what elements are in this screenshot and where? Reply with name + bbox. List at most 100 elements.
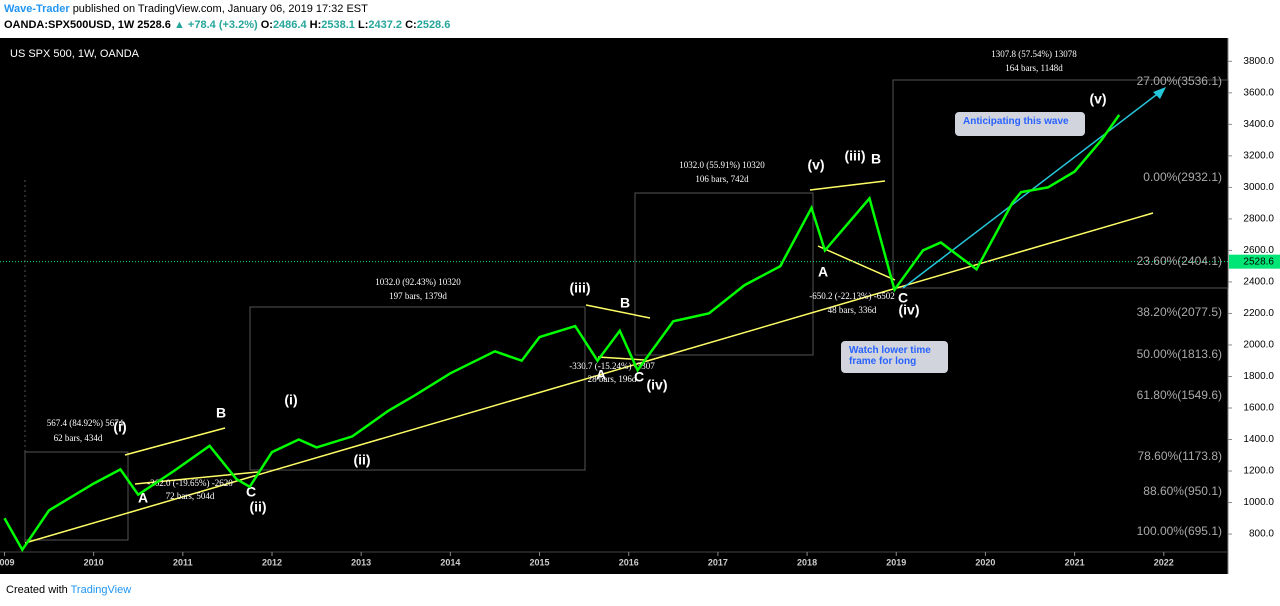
x-tick-label: 2016	[619, 557, 639, 567]
wave-label: C	[246, 484, 256, 500]
ohlc-label: C:	[405, 19, 417, 31]
wave-label: (i)	[113, 419, 126, 435]
wave-label: (iii)	[570, 280, 591, 296]
author[interactable]: Wave-Trader	[4, 3, 70, 15]
measure-box	[892, 79, 1229, 289]
ohlc-value: 2437.2	[368, 19, 403, 31]
y-tick-label: 1800.0	[1243, 371, 1274, 382]
trendline	[24, 212, 1154, 544]
y-tick-label: 1600.0	[1243, 403, 1274, 414]
measure-label: 1307.8 (57.54%) 13078	[991, 49, 1077, 59]
x-tick-label: 2015	[530, 557, 550, 567]
y-tick-label: 3200.0	[1243, 151, 1274, 162]
trendline	[585, 304, 651, 319]
x-tick-label: 2017	[708, 557, 728, 567]
measure-label: 106 bars, 742d	[695, 174, 749, 184]
measure-label: 62 bars, 434d	[54, 433, 103, 443]
trendline	[809, 180, 886, 191]
wave-label: A	[596, 367, 606, 383]
x-tick-label: 2020	[975, 557, 995, 567]
x-tick-label: 2010	[84, 557, 104, 567]
measure-label: -330.7 (-15.24%) -3307	[569, 361, 655, 371]
x-tick-label: 2009	[0, 557, 14, 567]
wave-label: B	[216, 405, 226, 421]
wave-label: A	[818, 264, 828, 280]
measure-label: 567.4 (84.92%) 5674	[47, 418, 124, 428]
measure-label: 197 bars, 1379d	[389, 291, 447, 301]
measure-label: -262.0 (-19.65%) -2620	[147, 478, 233, 488]
y-tick-label: 800.0	[1249, 529, 1274, 540]
measure-box	[249, 306, 586, 471]
wave-label: (iv)	[899, 302, 920, 318]
fib-label: 23.60%(2404.1)	[1137, 254, 1222, 268]
wave-label: (ii)	[249, 499, 266, 515]
y-tick-label: 2800.0	[1243, 214, 1274, 225]
wave-label: (iii)	[845, 148, 866, 164]
last-price-label: 2528.6	[1243, 256, 1274, 267]
wave-label: (v)	[1089, 91, 1106, 107]
y-tick-label: 3600.0	[1243, 87, 1274, 98]
x-tick-label: 2013	[351, 557, 371, 567]
callout: Watch lower time frame for long	[841, 341, 948, 373]
y-tick-label: 1400.0	[1243, 434, 1274, 445]
y-tick-label: 3000.0	[1243, 182, 1274, 193]
ohlc-label: H:	[309, 19, 322, 31]
x-tick-label: 2022	[1154, 557, 1174, 567]
ohlc-value: 2538.1	[321, 19, 355, 31]
x-tick-label: 2019	[886, 557, 906, 567]
x-tick-label: 2018	[797, 557, 817, 567]
price-line	[3, 114, 1121, 553]
y-tick-label: 3400.0	[1243, 119, 1274, 130]
wave-label: (i)	[284, 392, 297, 408]
measure-label: 1032.0 (92.43%) 10320	[375, 277, 461, 287]
fib-label: 88.60%(950.1)	[1143, 484, 1222, 498]
price: 2528.6	[137, 19, 171, 31]
wave-label: (iv)	[647, 377, 668, 393]
measure-label: 164 bars, 1148d	[1005, 63, 1063, 73]
ohlc-label: L:	[357, 19, 369, 31]
measure-label: 28 bars, 196d	[588, 374, 637, 384]
change: ▲ +78.4 (+3.2%)	[173, 19, 258, 31]
wave-label: C	[634, 369, 644, 385]
y-tick-label: 2200.0	[1243, 308, 1274, 319]
y-tick-label: 1200.0	[1243, 466, 1274, 477]
wave-label: C	[898, 290, 908, 306]
header-line: Wave-Trader published on TradingView.com…	[4, 3, 368, 15]
chart-title: US SPX 500, 1W, OANDA	[10, 48, 140, 60]
wave-label: B	[871, 151, 881, 167]
y-tick-label: 2000.0	[1243, 340, 1274, 351]
brand[interactable]: TradingView	[70, 584, 132, 596]
fib-label: 100.00%(695.1)	[1137, 524, 1222, 538]
fib-label: 78.60%(1173.8)	[1137, 449, 1222, 463]
measure-label: 48 bars, 336d	[828, 305, 877, 315]
y-tick-label: 2400.0	[1243, 277, 1274, 288]
fib-label: 27.00%(3536.1)	[1137, 74, 1222, 88]
symbol: OANDA:SPX500USD, 1W	[4, 19, 135, 31]
trendline	[817, 245, 896, 281]
ohlc-value: 2528.6	[416, 19, 451, 31]
footer: Created with TradingView	[6, 584, 131, 596]
measure-box	[634, 192, 814, 356]
trendline	[124, 427, 226, 456]
x-tick-label: 2011	[173, 557, 193, 567]
x-tick-label: 2012	[262, 557, 282, 567]
fib-label: 61.80%(1549.6)	[1137, 388, 1222, 402]
last-price-box	[1229, 254, 1280, 269]
y-tick-label: 1000.0	[1243, 497, 1274, 508]
ohlc-value: 2486.4	[272, 19, 307, 31]
arrow-head	[1153, 87, 1166, 99]
published: published on TradingView.com, January 06…	[72, 3, 368, 15]
trendline	[597, 356, 646, 361]
wave-label: A	[138, 490, 148, 506]
footer-text: Created with	[6, 584, 68, 596]
wave-label: (v)	[807, 157, 824, 173]
measure-label: -650.2 (-22.13%) -6502	[809, 291, 894, 301]
symbol-line: OANDA:SPX500USD, 1W 2528.6 ▲ +78.4 (+3.2…	[4, 19, 450, 31]
wave-label: (ii)	[353, 452, 370, 468]
y-tick-label: 3800.0	[1243, 56, 1274, 67]
wave-label: B	[620, 295, 630, 311]
fib-label: 0.00%(2932.1)	[1143, 170, 1222, 184]
callout: Anticipating this wave	[955, 112, 1085, 136]
